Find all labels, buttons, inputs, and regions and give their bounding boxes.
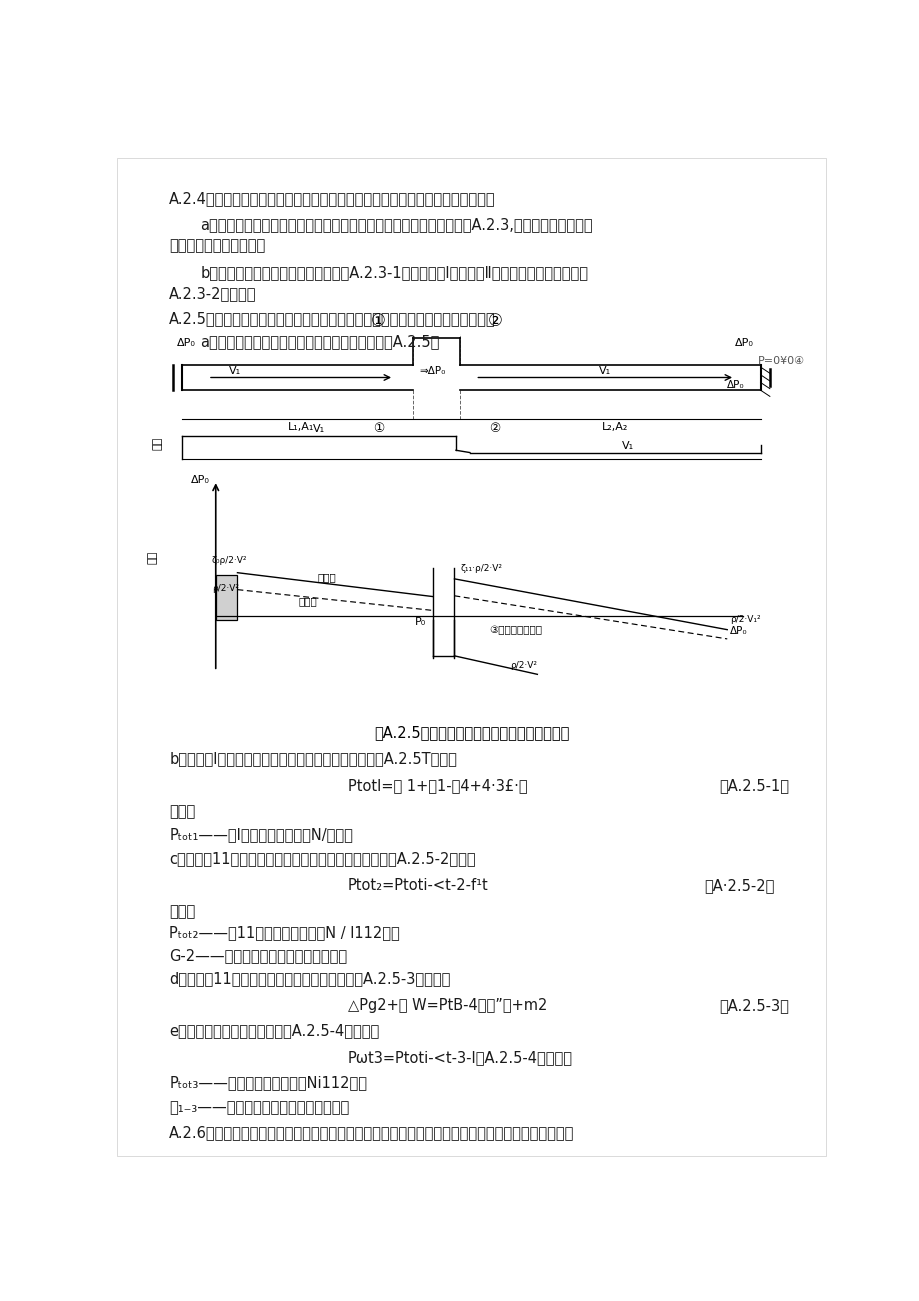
Text: e）通风井底部的全压可按式（A.2.5-4）计算：: e）通风井底部的全压可按式（A.2.5-4）计算： — [169, 1023, 380, 1038]
Text: ①: ① — [370, 312, 385, 330]
Text: ζ₁₁·ρ/2·V²: ζ₁₁·ρ/2·V² — [460, 565, 502, 574]
Text: V₁: V₁ — [621, 441, 633, 451]
Text: L₂,A₂: L₂,A₂ — [601, 422, 628, 432]
Text: A.2.4单向城市隙道合流型通风井排出式纵向通风方式的压力可按下列要求计算：: A.2.4单向城市隙道合流型通风井排出式纵向通风方式的压力可按下列要求计算： — [169, 191, 495, 207]
Text: a）单向城市隙道合流型通风井排出式纵向通风方式的压力模式可见图A.2.3,隙道出口段的行车方: a）单向城市隙道合流型通风井排出式纵向通风方式的压力模式可见图A.2.3,隙道出… — [200, 217, 592, 232]
Text: ΔP₀: ΔP₀ — [734, 337, 753, 347]
Text: ρ/2·V₁²: ρ/2·V₁² — [730, 615, 760, 624]
Text: 静压线: 静压线 — [299, 597, 317, 606]
Text: L₁,A₁: L₁,A₁ — [288, 422, 314, 432]
Text: ②: ② — [487, 312, 502, 330]
Text: ⇒ΔP₀: ⇒ΔP₀ — [419, 367, 446, 376]
Text: 风速: 风速 — [153, 437, 163, 450]
Text: 向与隙道通风方向相反。: 向与隙道通风方向相反。 — [169, 238, 266, 252]
Text: a）分流型通风井排出式纵向通风压力模式可见图A.2.5。: a）分流型通风井排出式纵向通风压力模式可见图A.2.5。 — [200, 334, 439, 349]
Text: P₀: P₀ — [414, 618, 426, 627]
Text: ΔP₀: ΔP₀ — [190, 475, 210, 484]
Text: c）隙道第11区段始端的全压（分岔后的全压）可按式（A.2.5-2）计算: c）隙道第11区段始端的全压（分岔后的全压）可按式（A.2.5-2）计算 — [169, 851, 475, 866]
Text: ΔP₀: ΔP₀ — [726, 380, 744, 390]
Text: 式中：: 式中： — [169, 804, 196, 818]
Text: A.2.6通风井排出式宜与射流风机组合，形成通风井与射流风机组合通风方式。组合通风方式压力平衡: A.2.6通风井排出式宜与射流风机组合，形成通风井与射流风机组合通风方式。组合通… — [169, 1125, 574, 1141]
Text: ΔP₀: ΔP₀ — [730, 626, 747, 636]
Text: 全压线: 全压线 — [318, 572, 336, 582]
Text: b）隙道第Ⅰ区段末端的全压（分岔前的全压）可按式（A.2.5T）计算: b）隙道第Ⅰ区段末端的全压（分岔前的全压）可按式（A.2.5T）计算 — [169, 752, 457, 766]
Text: △Pg2+勺 W=PtB-4，氙”；+m2: △Pg2+勺 W=PtB-4，氙”；+m2 — [347, 998, 546, 1012]
Bar — [216, 575, 237, 619]
Text: ρ/2·V²: ρ/2·V² — [211, 584, 239, 593]
Text: （A·2.5-2）: （A·2.5-2） — [703, 878, 774, 894]
Text: A.2.3-2）计算。: A.2.3-2）计算。 — [169, 286, 256, 302]
Text: PtotI=尼 1+她1-（4+4·3£·（: PtotI=尼 1+她1-（4+4·3£·（ — [347, 778, 527, 794]
Text: V₁: V₁ — [598, 366, 610, 376]
Text: Pωt3=Ptoti-<t-3-I（A.2.5-4）式中：: Pωt3=Ptoti-<t-3-I（A.2.5-4）式中： — [347, 1050, 572, 1066]
Text: （A.2.5-3）: （A.2.5-3） — [719, 998, 789, 1012]
Text: d）隙道第11区段末端（出口）的全压可按式（A.2.5-3）计算：: d）隙道第11区段末端（出口）的全压可按式（A.2.5-3）计算： — [169, 972, 450, 986]
Text: ②: ② — [489, 422, 500, 435]
Text: Pₜₒₜ₁——第Ⅰ区段末端的全压（N/痛）。: Pₜₒₜ₁——第Ⅰ区段末端的全压（N/痛）。 — [169, 827, 353, 842]
Text: 式中：: 式中： — [169, 904, 196, 919]
Text: Pₜₒₜ₂——第11区段始端的全压（N / l112）；: Pₜₒₜ₂——第11区段始端的全压（N / l112）； — [169, 925, 400, 941]
Text: V₁: V₁ — [229, 366, 241, 376]
Text: （A.2.5-1）: （A.2.5-1） — [719, 778, 789, 794]
Text: ③断面的压力变化: ③断面的压力变化 — [489, 624, 541, 635]
Text: P=0¥0④: P=0¥0④ — [757, 355, 804, 366]
Text: ρ/2·V²: ρ/2·V² — [509, 661, 537, 670]
Text: Ptot₂=Ptoti-<t-2-f¹t: Ptot₂=Ptoti-<t-2-f¹t — [347, 878, 488, 894]
Text: Pₜₒₜ₃——通风井底部的全压（Ni112）；: Pₜₒₜ₃——通风井底部的全压（Ni112）； — [169, 1075, 367, 1090]
Text: 图A.2.5分流型通风井排出式纵向通风压力模式: 图A.2.5分流型通风井排出式纵向通风压力模式 — [373, 725, 569, 740]
Text: A.2.5单向城市隙道分流型通风井排出式纵向通风方式的压力可按下列要求计算：: A.2.5单向城市隙道分流型通风井排出式纵向通风方式的压力可按下列要求计算： — [169, 311, 495, 325]
Text: b）通风井底部合流后的全压可按式（A.2.3-1）计算，第Ⅰ区段、第Ⅱ区段交通通风力可按式（: b）通风井底部合流后的全压可按式（A.2.3-1）计算，第Ⅰ区段、第Ⅱ区段交通通… — [200, 264, 587, 280]
Text: 〈₁₋₃——分流型风道支流分岔损失系数。: 〈₁₋₃——分流型风道支流分岔损失系数。 — [169, 1101, 349, 1115]
Text: ΔP₀: ΔP₀ — [176, 337, 196, 347]
Text: ζ₀ρ/2·V²: ζ₀ρ/2·V² — [211, 557, 247, 566]
Text: ①: ① — [372, 422, 384, 435]
Text: V₁: V₁ — [312, 424, 325, 435]
Text: G-2——分流型风道主流分岔损失系数。: G-2——分流型风道主流分岔损失系数。 — [169, 948, 347, 964]
Text: 压力: 压力 — [147, 550, 157, 563]
